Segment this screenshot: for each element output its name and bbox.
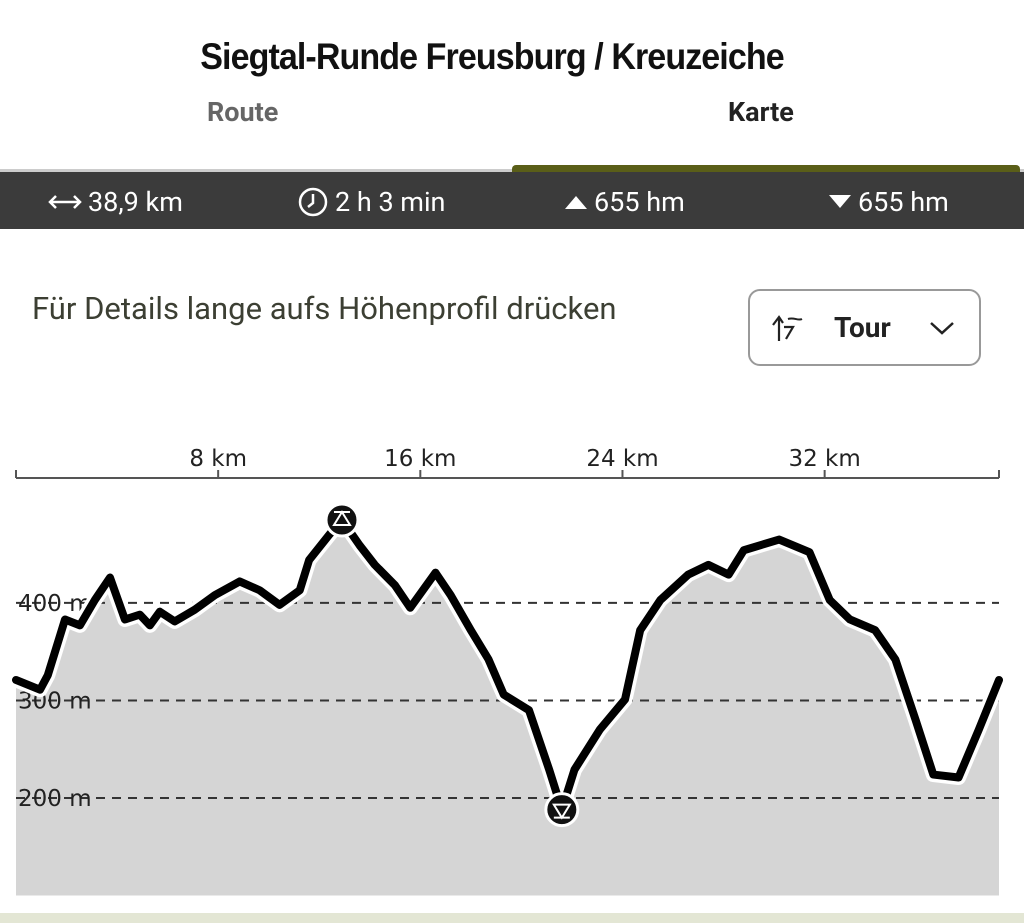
title: Siegtal-Runde Freusburg / Kreuzeiche [200, 36, 784, 77]
duration: 2 h 3 min [335, 186, 446, 218]
hint: Für Details lange aufs Höhenprofil drück… [32, 290, 617, 327]
icon-up [565, 196, 587, 209]
stats-bar: 38,9 km 2 h 3 min 655 hm 655 hm [0, 172, 1024, 229]
stat-duration: 2 h 3 min [297, 186, 445, 218]
x-tick-label: 8 km [189, 446, 247, 472]
min-marker-dot [544, 792, 580, 828]
icon-chevron [930, 322, 954, 335]
x-tick-label: 32 km [788, 446, 860, 472]
distance: 38,9 km [88, 186, 183, 218]
tab-indicator [512, 165, 1020, 173]
descent: 655 hm [858, 186, 949, 218]
icon-down [829, 195, 851, 208]
dropdown-label: Tour [834, 311, 891, 344]
min-marker-icon [552, 803, 572, 820]
dropdown[interactable]: Tour [748, 289, 981, 366]
icon-distance [48, 195, 82, 209]
max-marker [324, 502, 360, 538]
stat-distance: 38,9 km [48, 186, 183, 218]
area-fill [16, 520, 999, 896]
ascent: 655 hm [594, 186, 685, 218]
min-marker [544, 792, 580, 828]
stat-ascent: 655 hm [564, 186, 685, 218]
max-marker-icon [332, 510, 352, 527]
x-tick-label: 16 km [384, 446, 456, 472]
tab-karte[interactable]: Karte [728, 96, 794, 128]
icon-tour [772, 315, 803, 341]
max-marker-dot [324, 502, 360, 538]
y-tick-label: 200 m [18, 786, 92, 812]
x-tick-label: 24 km [586, 446, 658, 472]
icon-clock [298, 187, 328, 217]
map-edge [0, 913, 1024, 923]
tab-route[interactable]: Route [207, 96, 279, 128]
profile-line [12, 516, 1003, 814]
stat-descent: 655 hm [828, 186, 949, 218]
